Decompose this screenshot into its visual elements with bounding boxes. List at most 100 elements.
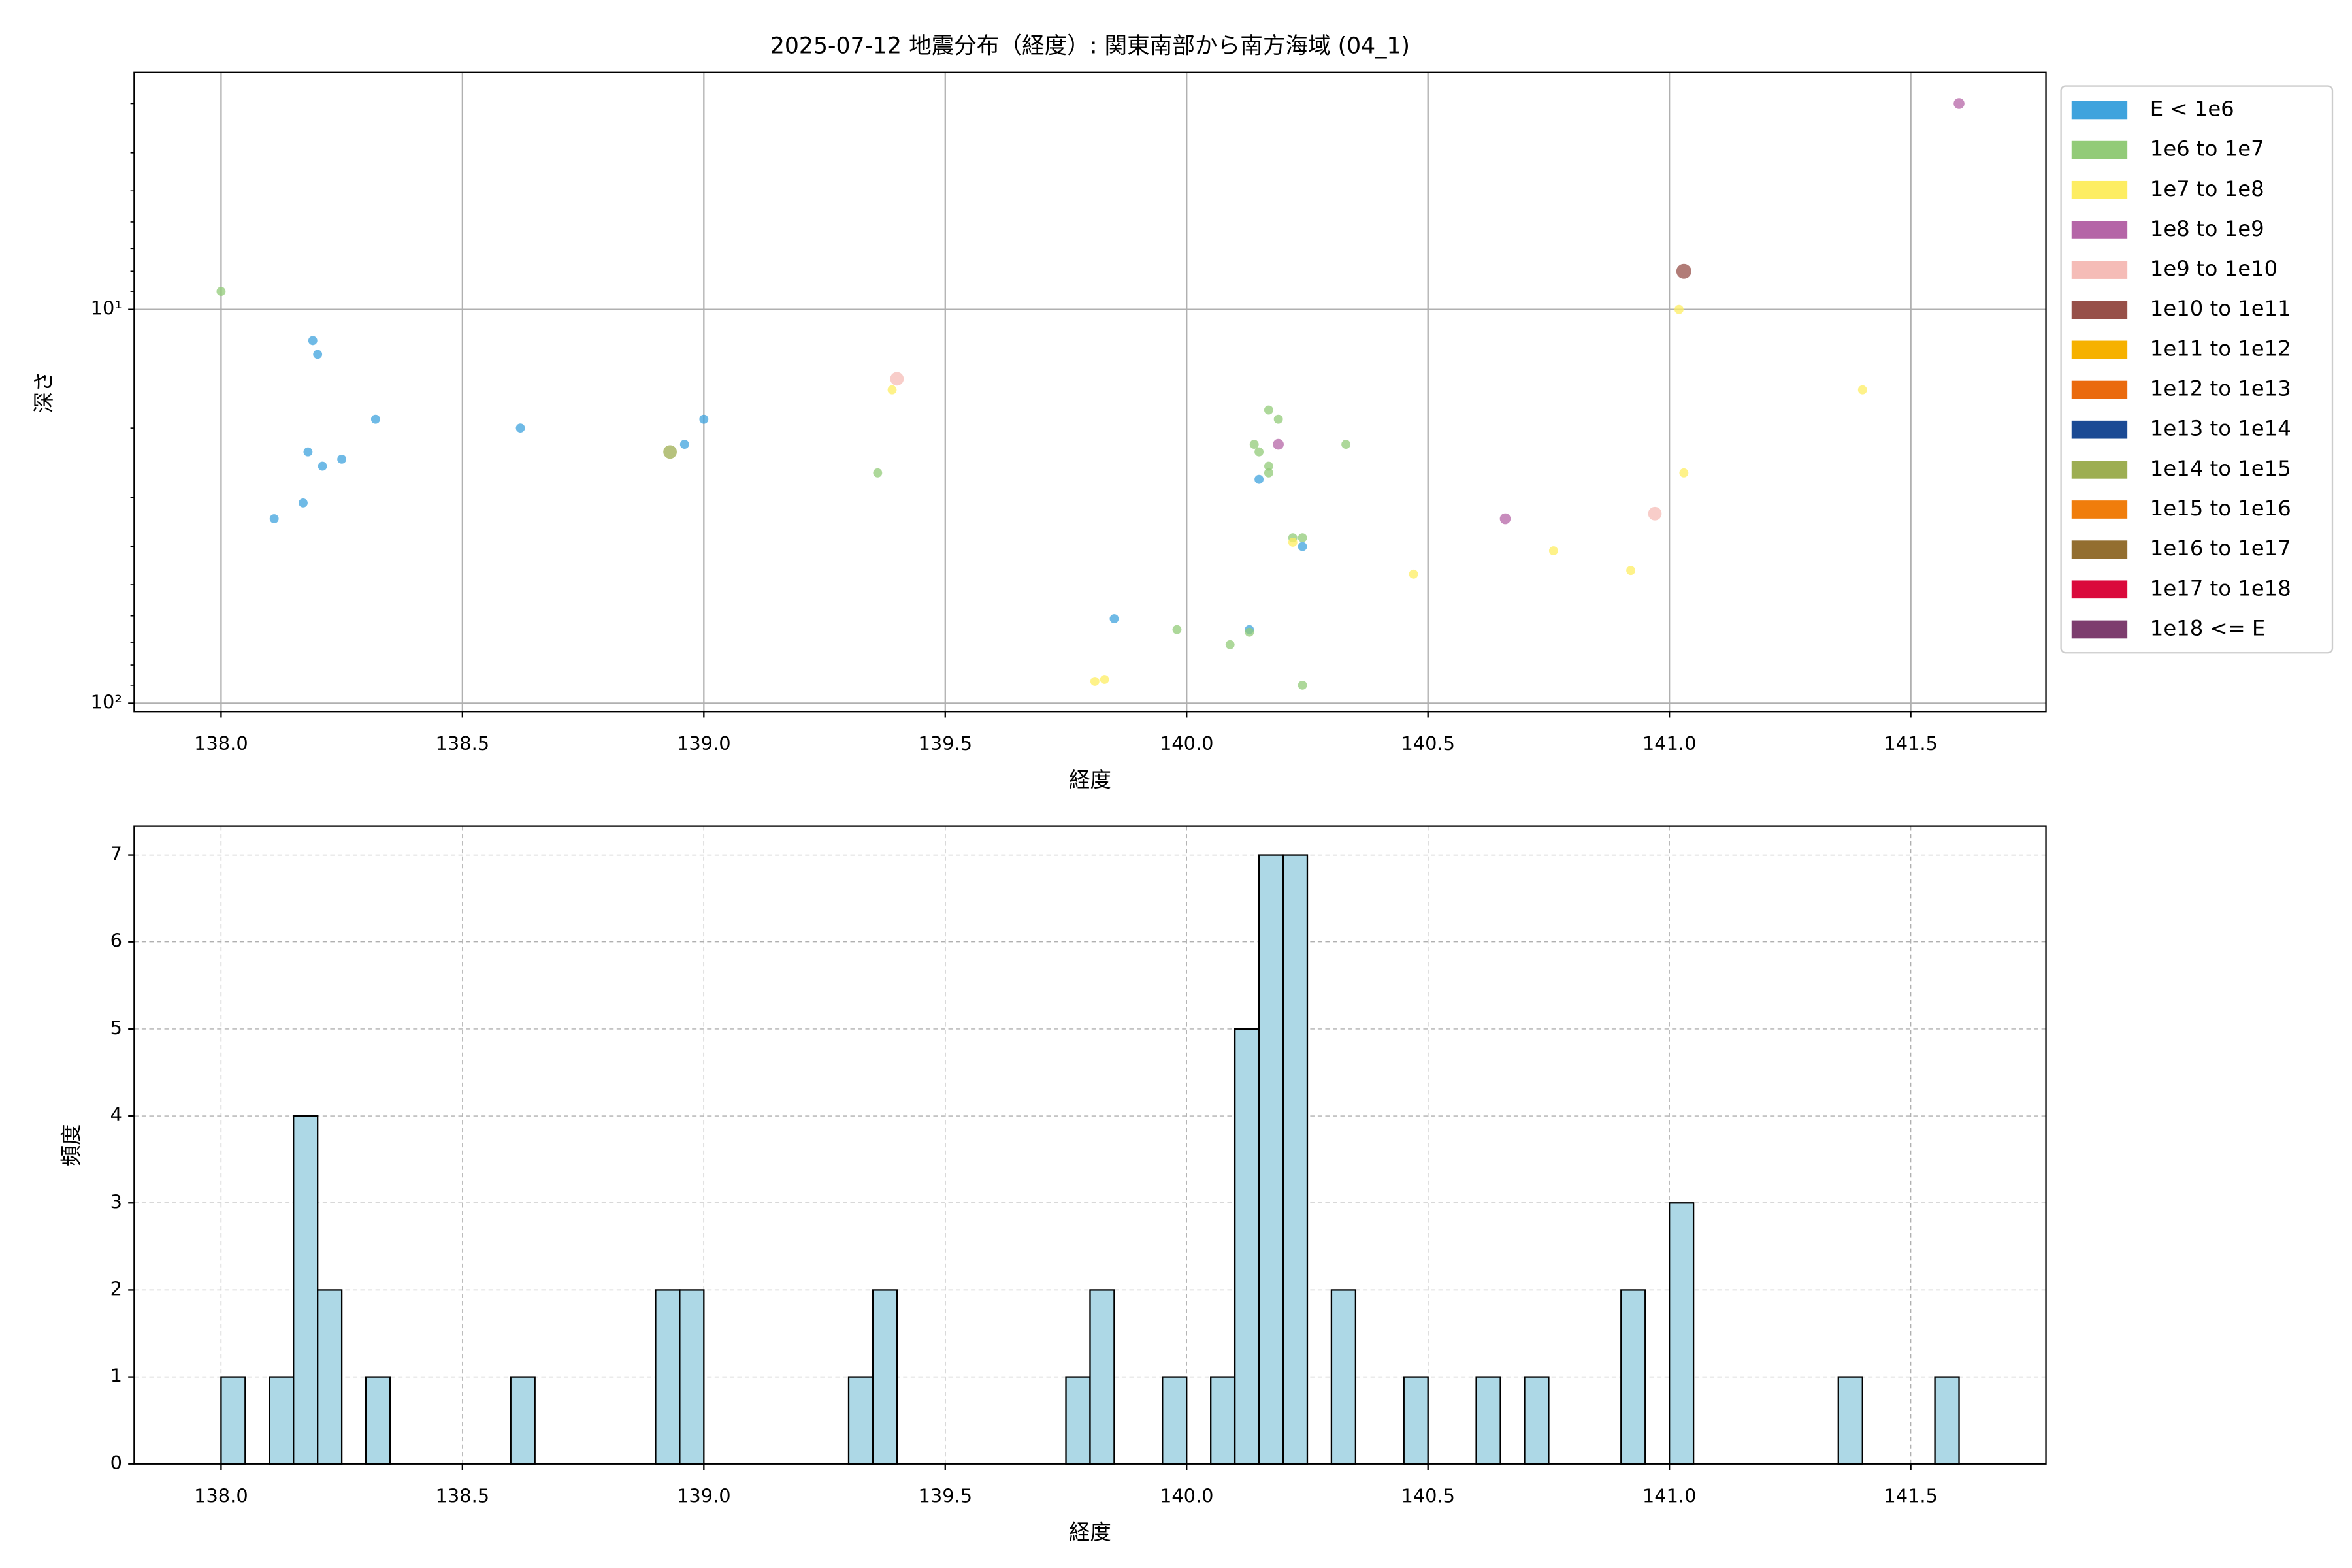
- x-tick-label: 140.0: [1160, 1485, 1214, 1507]
- histogram-bar: [679, 1289, 705, 1465]
- legend-swatch: [2071, 620, 2128, 639]
- scatter-point: [1409, 569, 1418, 579]
- legend-swatch: [2071, 580, 2128, 599]
- legend-frame: [2060, 85, 2334, 654]
- y-axis-label: 深さ: [31, 371, 56, 414]
- scatter-point: [1676, 263, 1691, 279]
- histogram-bar: [1669, 1202, 1695, 1465]
- scatter-point: [1264, 461, 1273, 471]
- legend: E < 1e6 1e6 to 1e7 1e7 to 1e8 1e8 to 1e9 1e9…: [2060, 85, 2334, 654]
- histogram-bar: [655, 1289, 681, 1465]
- x-tick-label: 138.5: [436, 732, 490, 755]
- scatter-point: [269, 514, 279, 523]
- scatter-point: [1100, 675, 1109, 684]
- x-tick-label: 139.5: [919, 1485, 973, 1507]
- legend-label: E < 1e6: [2150, 96, 2234, 121]
- scatter-point: [679, 440, 689, 449]
- scatter-point: [303, 447, 313, 457]
- x-tick-label: 139.0: [677, 732, 731, 755]
- x-axis-label: 経度: [1069, 767, 1111, 792]
- chart-title: 2025-07-12 地震分布（経度）: 関東南部から南方海域 (04_1): [770, 33, 1410, 59]
- x-tick-label: 140.0: [1160, 732, 1214, 755]
- scatter-point: [1626, 566, 1635, 576]
- scatter-point: [370, 414, 380, 424]
- scatter-point: [1245, 627, 1254, 637]
- y-tick-label: 10¹: [91, 297, 122, 319]
- scatter-point: [1254, 447, 1264, 457]
- x-tick-label: 140.5: [1401, 1485, 1455, 1507]
- legend-swatch: [2071, 540, 2128, 559]
- scatter-point: [308, 336, 318, 346]
- scatter-point: [1254, 474, 1264, 484]
- legend-label: 1e6 to 1e7: [2150, 137, 2264, 161]
- legend-swatch: [2071, 420, 2128, 439]
- y-axis-label: 頻度: [59, 1124, 84, 1166]
- scatter-point: [699, 414, 709, 424]
- histogram-bar: [1475, 1376, 1501, 1465]
- legend-swatch: [2071, 140, 2128, 159]
- histogram-bar: [1065, 1376, 1091, 1465]
- legend-swatch: [2071, 340, 2128, 359]
- y-tick-label: 0: [110, 1452, 122, 1474]
- legend-label: 1e14 to 1e15: [2150, 456, 2291, 481]
- scatter-point: [1298, 680, 1307, 690]
- x-tick-label: 141.0: [1642, 1485, 1697, 1507]
- scatter-point: [337, 454, 347, 464]
- scatter-point: [1109, 614, 1119, 623]
- legend-label: 1e17 to 1e18: [2150, 576, 2291, 600]
- scatter-point: [1679, 468, 1689, 478]
- y-tick-label: 10²: [91, 691, 122, 713]
- legend-label: 1e16 to 1e17: [2150, 536, 2291, 561]
- axes-frame: [133, 71, 2047, 713]
- legend-label: 1e12 to 1e13: [2150, 376, 2291, 401]
- histogram-bar: [1282, 854, 1309, 1465]
- scatter-point: [1288, 538, 1298, 547]
- histogram-bar: [365, 1376, 391, 1465]
- x-tick-label: 141.0: [1642, 732, 1697, 755]
- legend-label: 1e15 to 1e16: [2150, 496, 2291, 521]
- scatter-point: [1953, 98, 1965, 109]
- scatter-point: [1674, 304, 1684, 314]
- histogram-bar: [1258, 854, 1284, 1465]
- histogram-bar: [317, 1289, 343, 1465]
- histogram-bar: [1089, 1289, 1115, 1465]
- histogram-bar: [1524, 1376, 1550, 1465]
- scatter-point: [1225, 640, 1235, 649]
- scatter-point: [873, 468, 883, 478]
- legend-swatch: [2071, 261, 2128, 279]
- scatter-point: [1341, 440, 1351, 449]
- histogram-bar: [847, 1376, 874, 1465]
- x-tick-label: 139.5: [919, 732, 973, 755]
- scatter-point: [1273, 438, 1284, 450]
- y-tick-label: 7: [110, 843, 122, 865]
- scatter-point: [318, 461, 327, 471]
- histogram-bar: [293, 1115, 319, 1465]
- scatter-point: [1298, 542, 1307, 551]
- histogram-bar: [1233, 1028, 1260, 1465]
- histogram-bar: [1934, 1376, 1960, 1465]
- histogram-bar: [1620, 1289, 1646, 1465]
- scatter-point: [1249, 440, 1259, 449]
- scatter-point: [515, 423, 525, 433]
- scatter-point: [1273, 414, 1283, 424]
- scatter-point: [1499, 513, 1511, 525]
- histogram-bar: [510, 1376, 536, 1465]
- histogram-bar: [220, 1376, 246, 1465]
- scatter-point: [663, 445, 677, 459]
- y-tick-label: 3: [110, 1190, 122, 1213]
- legend-swatch: [2071, 101, 2128, 120]
- histogram-bar: [1162, 1376, 1188, 1465]
- y-tick-label: 6: [110, 930, 122, 952]
- x-axis-label: 経度: [1069, 1520, 1111, 1544]
- legend-label: 1e7 to 1e8: [2150, 176, 2264, 201]
- x-tick-label: 141.5: [1884, 1485, 1938, 1507]
- scatter-point: [1857, 385, 1867, 395]
- axes-frame: [133, 825, 2047, 1465]
- scatter-point: [216, 287, 226, 297]
- scatter-point: [1264, 405, 1273, 415]
- scatter-point: [1090, 677, 1100, 686]
- x-tick-label: 139.0: [677, 1485, 731, 1507]
- x-tick-label: 138.0: [194, 1485, 248, 1507]
